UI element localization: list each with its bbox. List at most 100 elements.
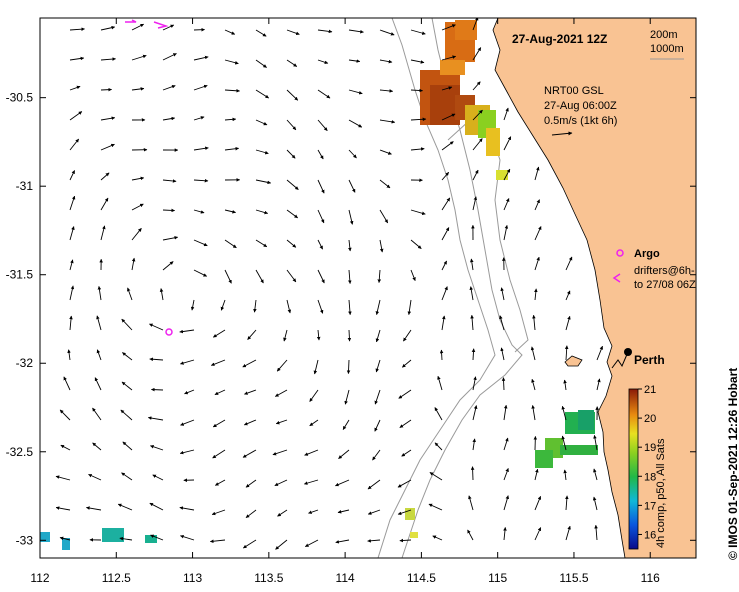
x-tick-label: 115.5 bbox=[559, 571, 588, 585]
current-vector bbox=[410, 59, 425, 64]
current-vector bbox=[244, 389, 257, 395]
current-vector bbox=[131, 257, 136, 271]
current-vector bbox=[122, 352, 133, 361]
current-vector bbox=[367, 509, 381, 515]
drifter-legend-label-2: to 27/08 06Z bbox=[634, 279, 696, 291]
current-vector bbox=[531, 378, 536, 391]
current-vector bbox=[471, 348, 476, 361]
current-vector bbox=[212, 449, 226, 459]
current-vector bbox=[441, 197, 451, 211]
y-tick-label: -31 bbox=[16, 179, 34, 193]
current-vector bbox=[348, 149, 357, 159]
current-vector bbox=[131, 87, 145, 91]
current-vector bbox=[94, 377, 102, 391]
current-vector bbox=[534, 527, 542, 541]
current-vector bbox=[348, 299, 352, 316]
current-vector bbox=[243, 419, 257, 426]
current-vector bbox=[467, 529, 474, 541]
current-vector bbox=[308, 509, 319, 514]
current-vector bbox=[534, 226, 542, 241]
y-tick-label: -32.5 bbox=[6, 445, 34, 459]
current-vector bbox=[503, 224, 509, 241]
current-vector bbox=[242, 539, 257, 549]
depth-legend-1000m: 1000m bbox=[650, 43, 684, 55]
current-vector bbox=[304, 539, 319, 547]
current-vector bbox=[92, 407, 102, 421]
current-vector bbox=[149, 502, 164, 511]
colorbar-tick-label: 18 bbox=[644, 471, 656, 483]
current-vector bbox=[286, 59, 298, 67]
current-vector bbox=[121, 318, 133, 331]
current-vector bbox=[272, 449, 288, 456]
current-vector bbox=[317, 299, 324, 314]
current-vector bbox=[276, 359, 288, 372]
current-vector bbox=[410, 269, 416, 282]
current-vector bbox=[131, 54, 147, 61]
current-vector bbox=[193, 269, 208, 277]
current-vector bbox=[593, 434, 598, 451]
current-vector bbox=[534, 468, 539, 481]
current-vector bbox=[472, 169, 479, 181]
current-vector bbox=[69, 315, 73, 331]
current-vector bbox=[346, 359, 351, 374]
current-vector bbox=[67, 349, 71, 361]
current-vector bbox=[472, 376, 477, 391]
colorbar-tick-label: 20 bbox=[644, 413, 656, 425]
current-vector bbox=[372, 449, 381, 461]
current-vector bbox=[534, 495, 542, 511]
current-vector bbox=[242, 359, 257, 368]
current-vector bbox=[162, 179, 177, 183]
current-vector bbox=[122, 441, 133, 451]
current-vector bbox=[214, 389, 226, 396]
current-vector bbox=[286, 149, 296, 159]
argo-float bbox=[165, 328, 173, 336]
current-vector bbox=[275, 539, 288, 550]
current-vector bbox=[247, 329, 257, 340]
current-vector bbox=[410, 239, 422, 249]
x-tick-label: 114.5 bbox=[407, 571, 436, 585]
x-tick-label: 112 bbox=[30, 571, 49, 585]
perth-coast-detail bbox=[611, 351, 629, 369]
current-vector bbox=[441, 24, 456, 31]
current-vector bbox=[100, 143, 115, 151]
y-tick-label: -30.5 bbox=[6, 91, 34, 105]
current-vector bbox=[119, 536, 133, 541]
current-vector bbox=[245, 479, 257, 488]
current-vector bbox=[55, 506, 71, 511]
current-vector bbox=[534, 166, 540, 181]
current-vector bbox=[224, 269, 232, 284]
current-vector bbox=[286, 269, 297, 283]
current-vector bbox=[335, 539, 350, 544]
current-vector bbox=[210, 359, 226, 366]
isobath-1000m bbox=[401, 18, 523, 558]
current-vector bbox=[304, 449, 319, 456]
current-vector bbox=[190, 299, 195, 311]
current-vector bbox=[434, 407, 443, 421]
current-vector bbox=[193, 178, 209, 183]
current-legend-source: NRT00 GSL bbox=[544, 85, 604, 97]
x-tick-label: 115 bbox=[488, 571, 507, 585]
current-vector bbox=[69, 226, 75, 241]
current-vector bbox=[317, 119, 328, 131]
current-vector bbox=[162, 24, 175, 31]
current-vector bbox=[100, 172, 110, 181]
current-vector bbox=[193, 146, 209, 151]
current-vector bbox=[375, 359, 381, 373]
current-vector bbox=[348, 179, 356, 193]
current-vector bbox=[399, 538, 412, 543]
current-vector bbox=[224, 239, 237, 249]
current-vector bbox=[441, 172, 450, 181]
current-vector bbox=[286, 239, 297, 248]
current-vector bbox=[472, 138, 483, 151]
current-vector bbox=[379, 119, 396, 124]
plot-frame bbox=[39, 17, 697, 559]
colorbar-label: 4h comp, p50, All Sats bbox=[655, 438, 667, 548]
current-vector bbox=[534, 199, 540, 211]
current-vector bbox=[335, 479, 350, 487]
current-vector bbox=[277, 509, 288, 517]
x-tick-label: 113 bbox=[183, 571, 202, 585]
current-vector bbox=[565, 290, 571, 301]
current-vector bbox=[472, 438, 476, 451]
current-vector bbox=[441, 227, 450, 241]
